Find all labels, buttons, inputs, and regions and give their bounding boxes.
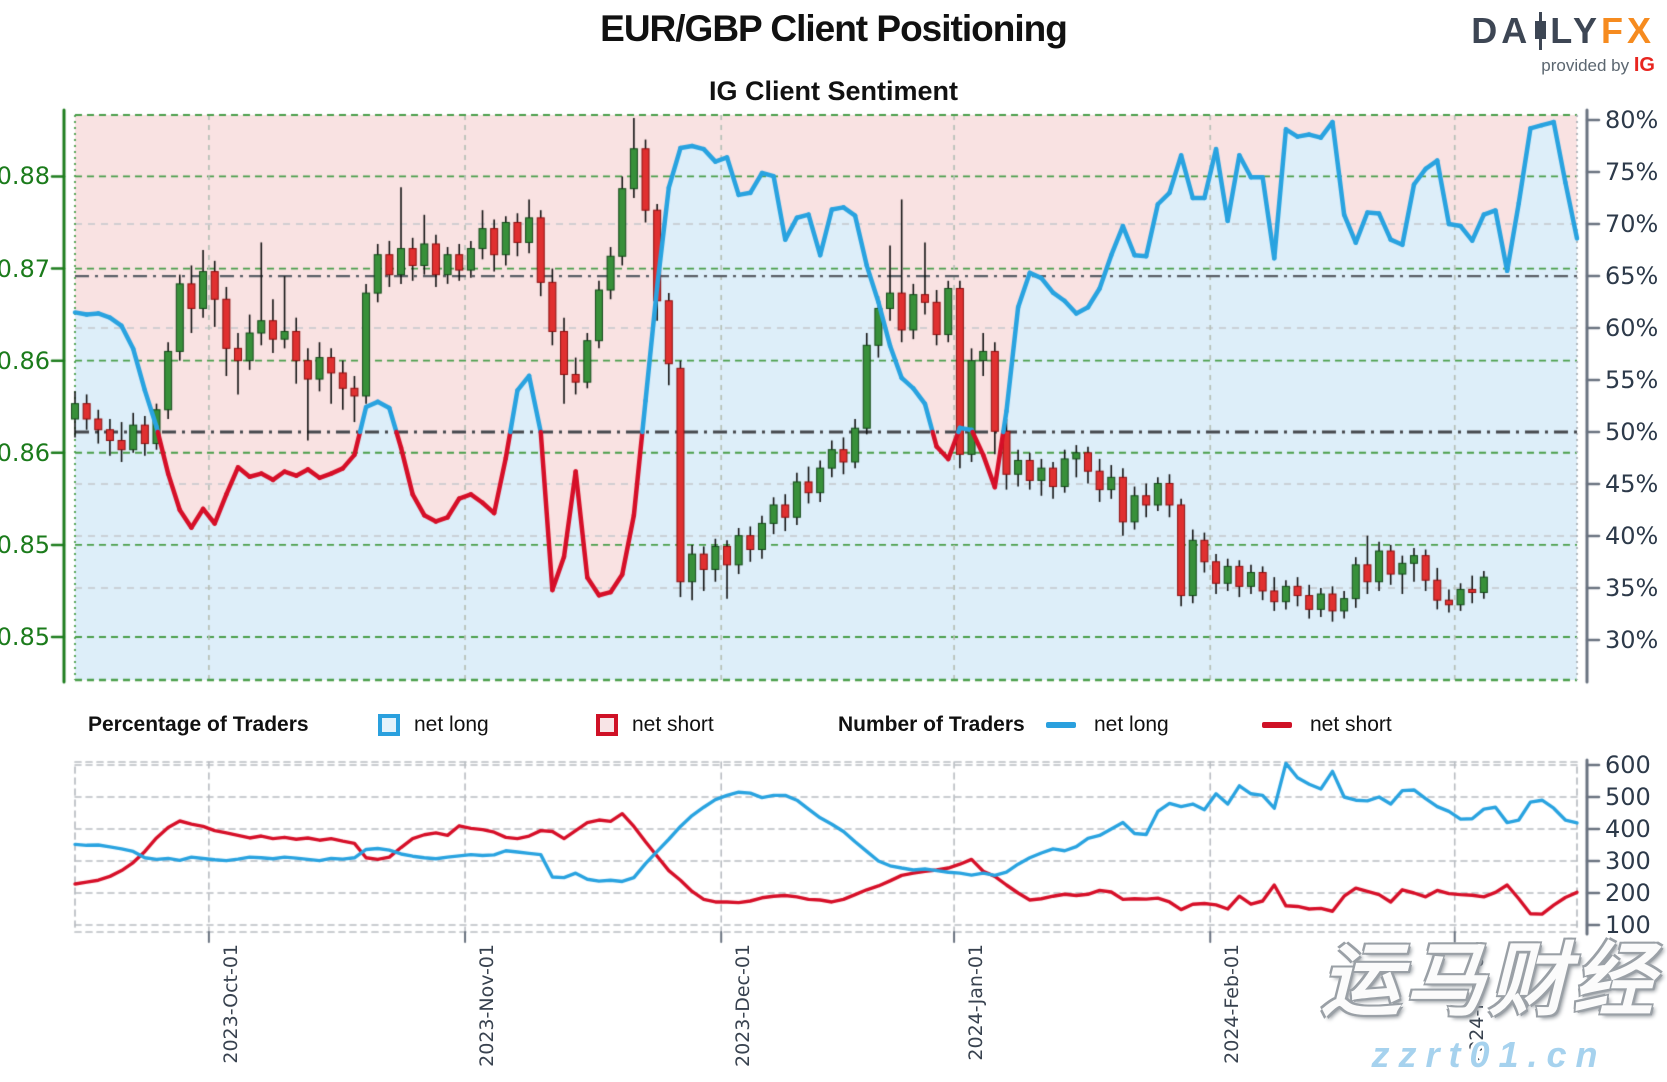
legend-pct-net-long: net long: [414, 713, 489, 736]
percent-axis-label: 65%: [1605, 262, 1659, 290]
logo-text-ly: LY: [1550, 10, 1601, 51]
price-axis-label: 0.87: [0, 254, 50, 283]
date-axis-label: 2024-Jan-01: [965, 944, 988, 1061]
price-axis-label: 0.86: [0, 438, 50, 467]
logo-text-fx: FX: [1600, 10, 1655, 51]
percent-axis-label: 80%: [1605, 106, 1659, 134]
count-axis-label: 200: [1605, 879, 1651, 907]
price-axis-label: 0.88: [0, 162, 50, 191]
pct-net-long-swatch: [378, 703, 400, 747]
watermark-url: zzrt01.cn: [1371, 1034, 1607, 1075]
percent-axis-label: 60%: [1605, 314, 1659, 342]
chart-legend: Percentage of Traders net long net short…: [0, 703, 1667, 747]
percent-axis-label: 45%: [1605, 470, 1659, 498]
legend-pct-title: Percentage of Traders: [88, 713, 309, 736]
watermark: 运马财经 zzrt01.cn: [1321, 916, 1657, 1076]
percent-axis-label: 40%: [1605, 522, 1659, 550]
count-axis-label: 600: [1605, 751, 1651, 779]
percent-axis-label: 30%: [1605, 626, 1659, 654]
num-net-long-swatch: [1046, 703, 1076, 747]
count-axis-label: 400: [1605, 815, 1651, 843]
dailyfx-wordmark: DA LY FX: [1471, 10, 1655, 52]
percent-axis-label: 50%: [1605, 418, 1659, 446]
percent-axis-label: 35%: [1605, 574, 1659, 602]
date-axis-label: 2024-Feb-01: [1221, 944, 1244, 1064]
logo-provided-by: provided by IG: [1471, 54, 1655, 77]
watermark-chinese: 运马财经: [1321, 936, 1657, 1025]
candlestick-icon: [1533, 12, 1548, 50]
logo-text-da: DA: [1471, 10, 1532, 51]
ig-logo: IG: [1633, 54, 1655, 76]
legend-pct-net-short: net short: [632, 713, 714, 736]
count-axis-label: 300: [1605, 847, 1651, 875]
count-axis-label: 100: [1605, 911, 1651, 939]
chart-subtitle: IG Client Sentiment: [708, 76, 959, 106]
date-axis-label: 2023-Dec-01: [732, 944, 755, 1068]
count-axis-label: 500: [1605, 783, 1651, 811]
dailyfx-logo: DA LY FX provided by IG: [1471, 10, 1655, 77]
legend-num-title: Number of Traders: [838, 713, 1025, 736]
provided-by-text: provided by: [1541, 56, 1630, 75]
pct-net-short-swatch: [596, 703, 618, 747]
num-net-short-swatch: [1262, 703, 1292, 747]
date-axis-label: 2023-Oct-01: [219, 944, 242, 1064]
date-axis-label: 2023-Nov-01: [476, 944, 499, 1067]
price-axis-label: 0.86: [0, 346, 50, 375]
price-axis-label: 0.85: [0, 623, 50, 651]
percent-axis-label: 70%: [1605, 210, 1659, 238]
legend-num-net-long: net long: [1094, 713, 1169, 736]
percent-axis-label: 55%: [1605, 366, 1659, 394]
legend-num-net-short: net short: [1310, 713, 1392, 736]
price-axis-label: 0.85: [0, 530, 50, 559]
page-title: EUR/GBP Client Positioning: [600, 8, 1068, 49]
percent-axis-label: 75%: [1605, 158, 1659, 186]
